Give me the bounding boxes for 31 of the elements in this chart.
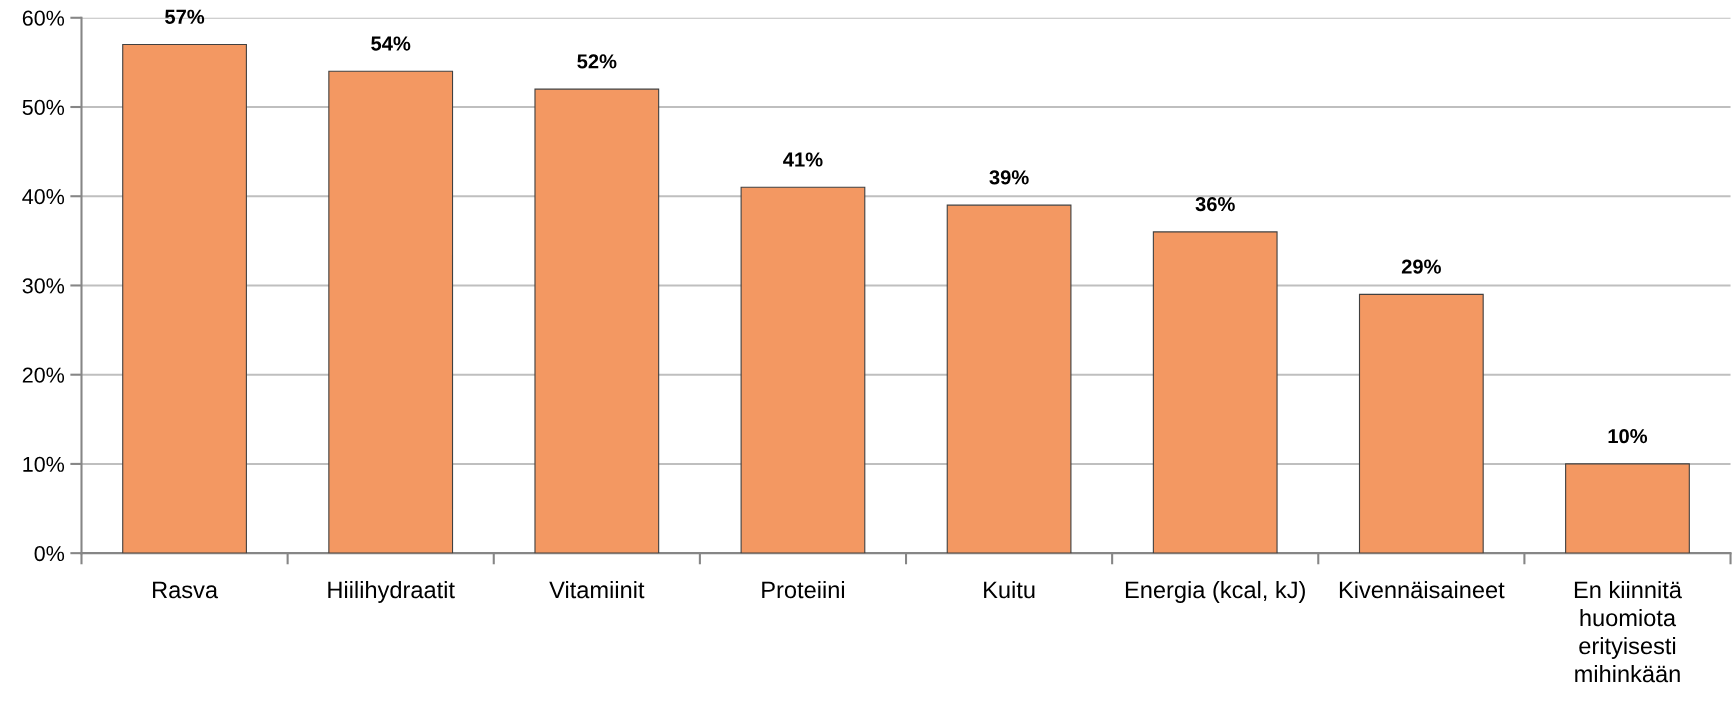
y-tick-label: 0% (34, 545, 65, 562)
x-tick-label: Energia (kcal, kJ) (1125, 580, 1305, 603)
data-label: 10% (1608, 429, 1648, 444)
y-tick-label: 60% (22, 10, 65, 26)
bar (1565, 463, 1690, 554)
data-label: 52% (577, 54, 617, 69)
x-tick-label: Hiilihydraatit (328, 580, 455, 603)
x-tick-label: Kivennäisaineet (1339, 580, 1505, 599)
y-tick-label: 30% (22, 278, 65, 294)
bar (946, 204, 1072, 554)
y-tick-label: 40% (22, 189, 65, 205)
bar (534, 88, 660, 554)
data-label: 39% (989, 170, 1029, 185)
bar (1358, 293, 1484, 554)
bar (122, 43, 247, 554)
y-tick-label: 10% (23, 456, 65, 472)
x-tick-label: Kuitu (984, 580, 1035, 599)
x-tick-label: Proteiini (762, 580, 845, 599)
x-tick-label: Rasva (153, 581, 219, 599)
bar (328, 70, 454, 554)
data-label: 29% (1401, 259, 1441, 274)
y-tick-label: 20% (22, 367, 65, 383)
data-label: 36% (1195, 197, 1235, 212)
bar (740, 186, 866, 554)
data-label: 41% (783, 152, 823, 167)
x-tick-label: Vitamiinit (549, 580, 645, 599)
data-label: 57% (165, 9, 205, 24)
x-tick-label: En kiinnitä huomiota erityisesti mihinkään (1574, 580, 1682, 683)
y-tick-label: 50% (22, 99, 65, 116)
bar (1152, 231, 1278, 554)
data-label: 54% (371, 36, 411, 51)
